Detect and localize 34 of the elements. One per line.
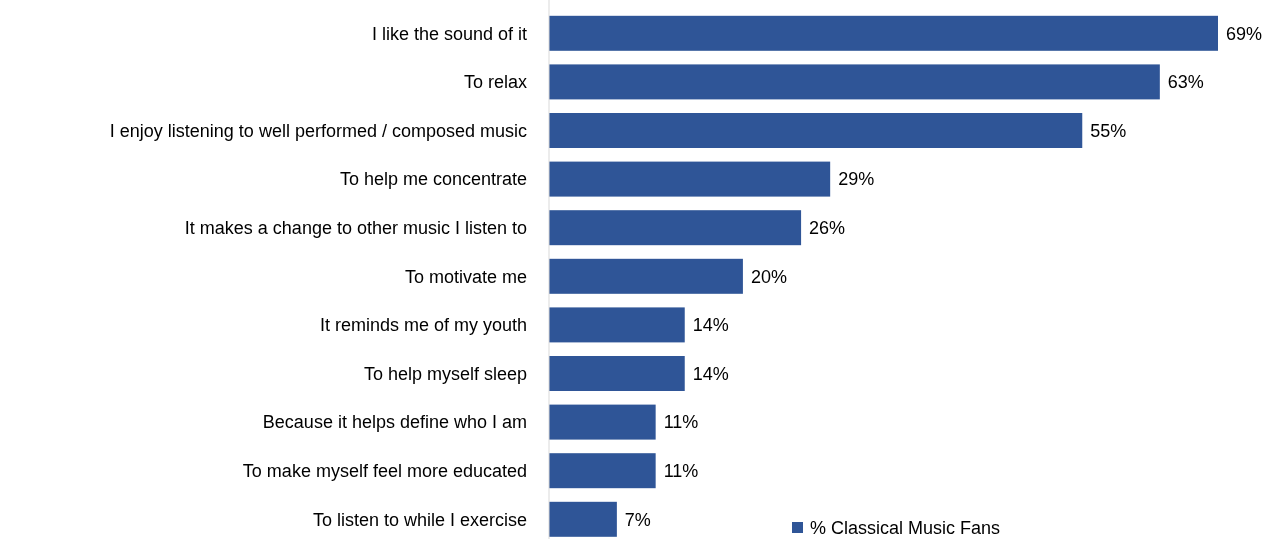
bar: [549, 307, 685, 343]
y-tick-label: To relax: [463, 72, 527, 93]
bar: [549, 161, 831, 197]
y-tick-label: To help myself sleep: [363, 363, 527, 384]
data-label: 69%: [1226, 23, 1263, 44]
bar: [549, 113, 1083, 148]
data-label: 55%: [1090, 120, 1127, 141]
bar: [549, 210, 802, 246]
y-tick-label: To listen to while I exercise: [312, 509, 527, 530]
y-tick-label: To help me concentrate: [339, 169, 527, 190]
bar: [549, 356, 685, 391]
y-tick-label: I enjoy listening to well performed / composed music: [109, 120, 527, 141]
bar: [549, 258, 743, 294]
data-label: 63%: [1167, 72, 1204, 93]
y-tick-label: I like the sound of it: [371, 23, 527, 44]
data-label: 11%: [663, 412, 699, 433]
data-label: 7%: [624, 509, 651, 530]
bar: [549, 453, 656, 489]
y-tick-label: To make myself feel more educated: [242, 461, 527, 481]
y-tick-label: To motivate me: [404, 266, 527, 287]
bar: [549, 64, 1160, 100]
data-label: 14%: [692, 363, 729, 384]
y-tick-label: Because it helps define who I am: [262, 412, 527, 433]
y-tick-label: It makes a change to other music I listen to: [184, 218, 527, 238]
bar: [549, 404, 656, 440]
data-label: 14%: [692, 315, 729, 336]
data-label: 20%: [750, 266, 787, 287]
bar: [549, 501, 617, 537]
legend-label: % Classical Music Fans: [810, 518, 1001, 539]
data-label: 11%: [663, 461, 699, 481]
y-tick-label: It reminds me of my youth: [319, 315, 527, 336]
data-label: 29%: [838, 169, 875, 190]
data-label: 26%: [809, 218, 846, 238]
bar: [549, 15, 1218, 51]
